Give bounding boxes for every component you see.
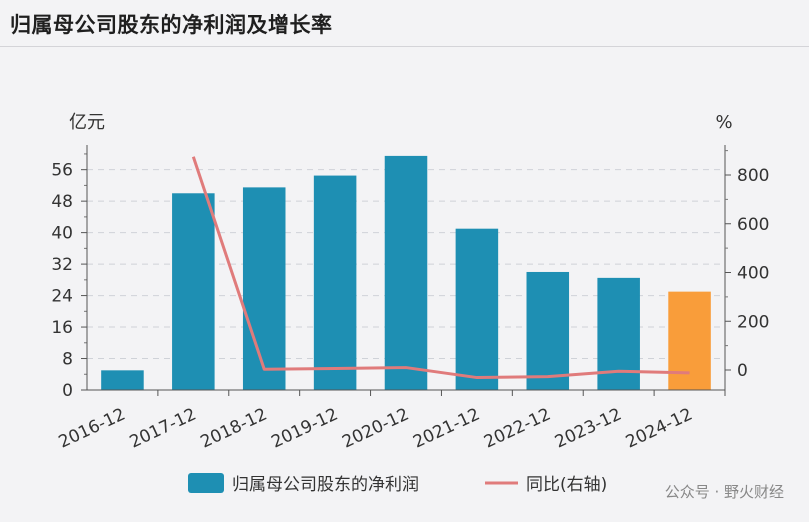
x-tick-label: 2018-12 — [198, 404, 271, 452]
left-tick-label: 24 — [51, 287, 73, 307]
bar-2017-12 — [172, 193, 215, 390]
right-tick-label: 600 — [737, 215, 769, 235]
left-tick-label: 40 — [51, 224, 73, 244]
left-tick-label: 8 — [62, 350, 73, 370]
yoy-line — [191, 156, 690, 380]
x-tick-label: 2019-12 — [268, 404, 341, 452]
chart-title: 归属母公司股东的净利润及增长率 — [10, 13, 333, 37]
line-series — [191, 156, 690, 380]
right-tick-label: 400 — [737, 264, 769, 284]
bar-2022-12 — [526, 271, 570, 390]
legend-bar-label: 归属母公司股东的净利润 — [232, 475, 419, 495]
right-tick-label: 800 — [737, 166, 769, 186]
x-tick-label: 2021-12 — [410, 404, 483, 452]
chart-header: 归属母公司股东的净利润及增长率 — [0, 0, 809, 47]
legend: 归属母公司股东的净利润 同比(右轴) 公众号 · 野火财经 — [188, 473, 784, 501]
x-tick-label: 2024-12 — [623, 404, 696, 452]
right-tick-label: 200 — [737, 312, 769, 332]
left-tick-label: 0 — [62, 381, 73, 401]
left-tick-label: 16 — [51, 318, 73, 338]
bar-2016-12 — [101, 370, 144, 390]
x-tick-label: 2022-12 — [481, 404, 554, 452]
bar-2020-12 — [384, 155, 428, 390]
left-tick-label: 56 — [51, 161, 73, 181]
right-axis-unit: % — [715, 112, 732, 133]
left-axis-unit: 亿元 — [69, 112, 105, 133]
x-tick-label: 2017-12 — [127, 404, 200, 452]
bar-2021-12 — [455, 228, 499, 390]
left-tick-label: 32 — [51, 255, 73, 275]
bar-2018-12 — [242, 187, 286, 390]
x-tick-label: 2023-12 — [552, 404, 625, 452]
bar-series — [101, 155, 711, 390]
x-tick-label: 2020-12 — [339, 404, 412, 452]
right-tick-label: 0 — [737, 361, 748, 381]
bar-2019-12 — [313, 175, 357, 390]
x-tick-label: 2016-12 — [56, 404, 129, 452]
legend-bar-swatch — [188, 473, 224, 493]
bar-2024-12 — [668, 291, 711, 390]
watermark: 公众号 · 野火财经 — [665, 483, 784, 501]
left-tick-label: 48 — [51, 192, 73, 212]
legend-line-label: 同比(右轴) — [526, 475, 607, 495]
